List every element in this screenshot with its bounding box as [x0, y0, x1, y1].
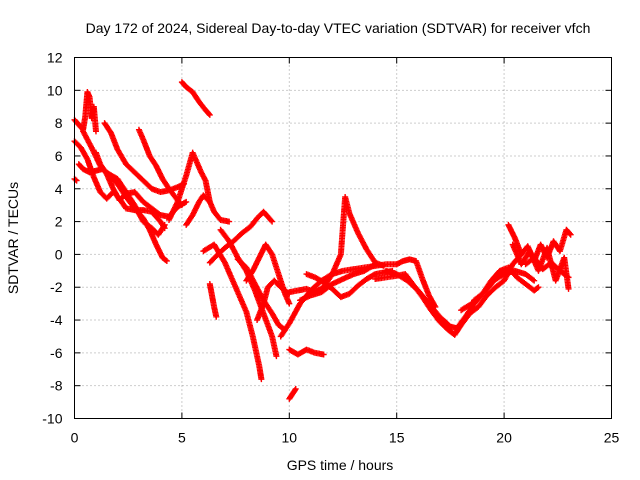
data-point — [205, 110, 212, 117]
y-tick-label: 6 — [55, 148, 63, 164]
x-tick-label: 15 — [389, 430, 405, 446]
data-point — [258, 376, 265, 383]
data-series-track-18 — [254, 277, 293, 324]
data-point — [567, 231, 574, 238]
x-tick-label: 5 — [178, 430, 186, 446]
data-point — [565, 274, 572, 281]
y-tick-label: 4 — [55, 181, 63, 197]
data-point — [83, 154, 90, 161]
data-series-track-29 — [471, 264, 542, 304]
data-point — [72, 176, 79, 183]
y-tick-label: -2 — [50, 279, 63, 295]
data-series-track-11 — [183, 192, 233, 228]
y-tick-label: 10 — [47, 82, 63, 98]
data-point — [226, 218, 233, 225]
data-point — [213, 313, 220, 320]
data-point — [535, 284, 542, 291]
data-point — [178, 202, 185, 209]
y-tick-label: -6 — [50, 345, 63, 361]
data-series-track-31 — [509, 241, 572, 292]
data-point — [432, 303, 439, 310]
data-series-track-20 — [286, 385, 299, 402]
data-point — [183, 198, 190, 205]
data-point — [320, 351, 327, 358]
y-tick-label: 12 — [47, 50, 63, 66]
data-point — [292, 385, 299, 392]
y-tick-label: 2 — [55, 214, 63, 230]
y-tick-label: 0 — [55, 246, 63, 262]
data-series-track-14 — [200, 241, 265, 383]
y-axis-label: SDTVAR / TECUs — [5, 182, 21, 294]
x-tick-label: 25 — [604, 430, 620, 446]
y-tick-label: -10 — [42, 411, 62, 427]
x-axis-label: GPS time / hours — [287, 457, 394, 473]
data-point — [268, 217, 275, 224]
data-point — [565, 285, 572, 292]
plot-frame — [74, 57, 612, 419]
data-point — [564, 273, 571, 280]
y-tick-label: -8 — [50, 378, 63, 394]
data-point — [162, 257, 169, 264]
chart-title: Day 172 of 2024, Sidereal Day-to-day VTE… — [86, 20, 591, 36]
data-series-track-27 — [393, 256, 439, 310]
data-series-track-19 — [286, 346, 327, 358]
y-tick-label: 8 — [55, 115, 63, 131]
data-points — [71, 79, 574, 402]
data-point — [269, 218, 276, 225]
data-point — [534, 285, 541, 292]
data-point — [372, 261, 379, 268]
data-point — [160, 223, 167, 230]
data-point — [531, 277, 538, 284]
data-point — [92, 128, 99, 135]
data-point — [163, 257, 170, 264]
data-point — [161, 221, 168, 228]
x-tick-label: 20 — [496, 430, 512, 446]
data-series-track-2 — [71, 88, 99, 135]
x-tick-labels: 0 5 10 15 20 25 — [71, 430, 620, 446]
data-point — [273, 353, 280, 360]
data-point — [292, 387, 299, 394]
y-tick-label: -4 — [50, 312, 63, 328]
data-series-track-1 — [71, 175, 80, 184]
data-series-track-32 — [522, 254, 572, 281]
data-series-track-10 — [178, 79, 213, 118]
data-point — [529, 276, 536, 283]
data-point — [206, 111, 213, 118]
data-point — [286, 300, 293, 307]
x-tick-label: 0 — [71, 430, 79, 446]
data-point — [566, 230, 573, 237]
data-series-track-24 — [297, 261, 379, 304]
data-series-track-7 — [101, 120, 188, 196]
x-tick-label: 10 — [282, 430, 298, 446]
data-point — [431, 302, 438, 309]
y-tick-labels: -10 -8 -6 -4 -2 0 2 4 6 8 10 12 — [42, 50, 62, 427]
data-series-track-13 — [206, 280, 220, 320]
